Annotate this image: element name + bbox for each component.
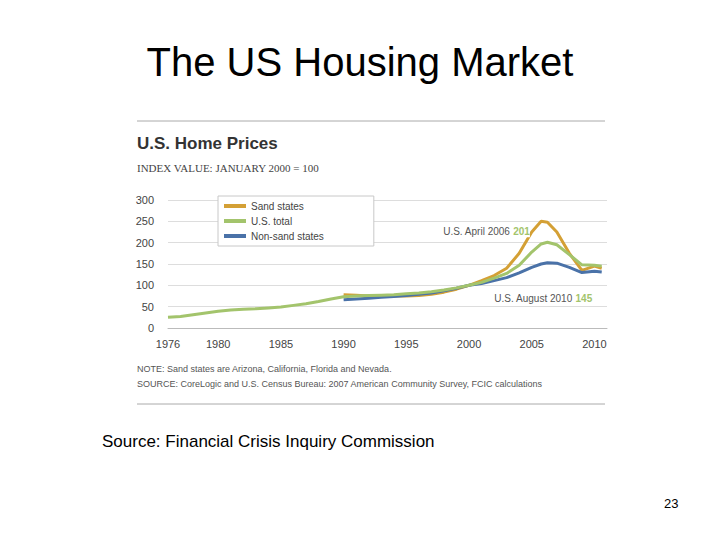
svg-text:Non-sand states: Non-sand states — [251, 231, 324, 242]
svg-text:U.S. April 2006: U.S. April 2006 — [443, 226, 510, 237]
svg-text:300: 300 — [136, 194, 154, 206]
svg-text:1990: 1990 — [331, 338, 355, 350]
svg-text:100: 100 — [136, 279, 154, 291]
svg-text:U.S. total: U.S. total — [251, 216, 292, 227]
svg-text:U.S. August 2010: U.S. August 2010 — [494, 293, 572, 304]
svg-text:NOTE: Sand states are Arizona,: NOTE: Sand states are Arizona, Californi… — [137, 364, 392, 374]
svg-text:201: 201 — [513, 226, 530, 237]
svg-text:Sand states: Sand states — [251, 201, 304, 212]
svg-text:200: 200 — [136, 237, 154, 249]
svg-text:The US Housing Market: The US Housing Market — [147, 40, 574, 84]
svg-text:250: 250 — [136, 215, 154, 227]
svg-text:2010: 2010 — [582, 338, 606, 350]
svg-text:23: 23 — [664, 496, 678, 511]
svg-text:Source: Financial Crisis Inqui: Source: Financial Crisis Inquiry Commiss… — [102, 432, 435, 451]
svg-text:U.S. Home Prices: U.S. Home Prices — [137, 134, 278, 153]
svg-text:1980: 1980 — [206, 338, 230, 350]
svg-text:50: 50 — [142, 301, 154, 313]
svg-text:1976: 1976 — [156, 338, 180, 350]
svg-text:145: 145 — [576, 293, 593, 304]
svg-text:1995: 1995 — [394, 338, 418, 350]
svg-text:1985: 1985 — [269, 338, 293, 350]
svg-text:0: 0 — [148, 322, 154, 334]
svg-text:INDEX VALUE: JANUARY 2000 = 10: INDEX VALUE: JANUARY 2000 = 100 — [137, 162, 319, 174]
svg-text:2005: 2005 — [520, 338, 544, 350]
svg-text:2000: 2000 — [457, 338, 481, 350]
svg-text:SOURCE: CoreLogic and U.S. Cen: SOURCE: CoreLogic and U.S. Census Bureau… — [137, 379, 543, 389]
svg-text:150: 150 — [136, 258, 154, 270]
